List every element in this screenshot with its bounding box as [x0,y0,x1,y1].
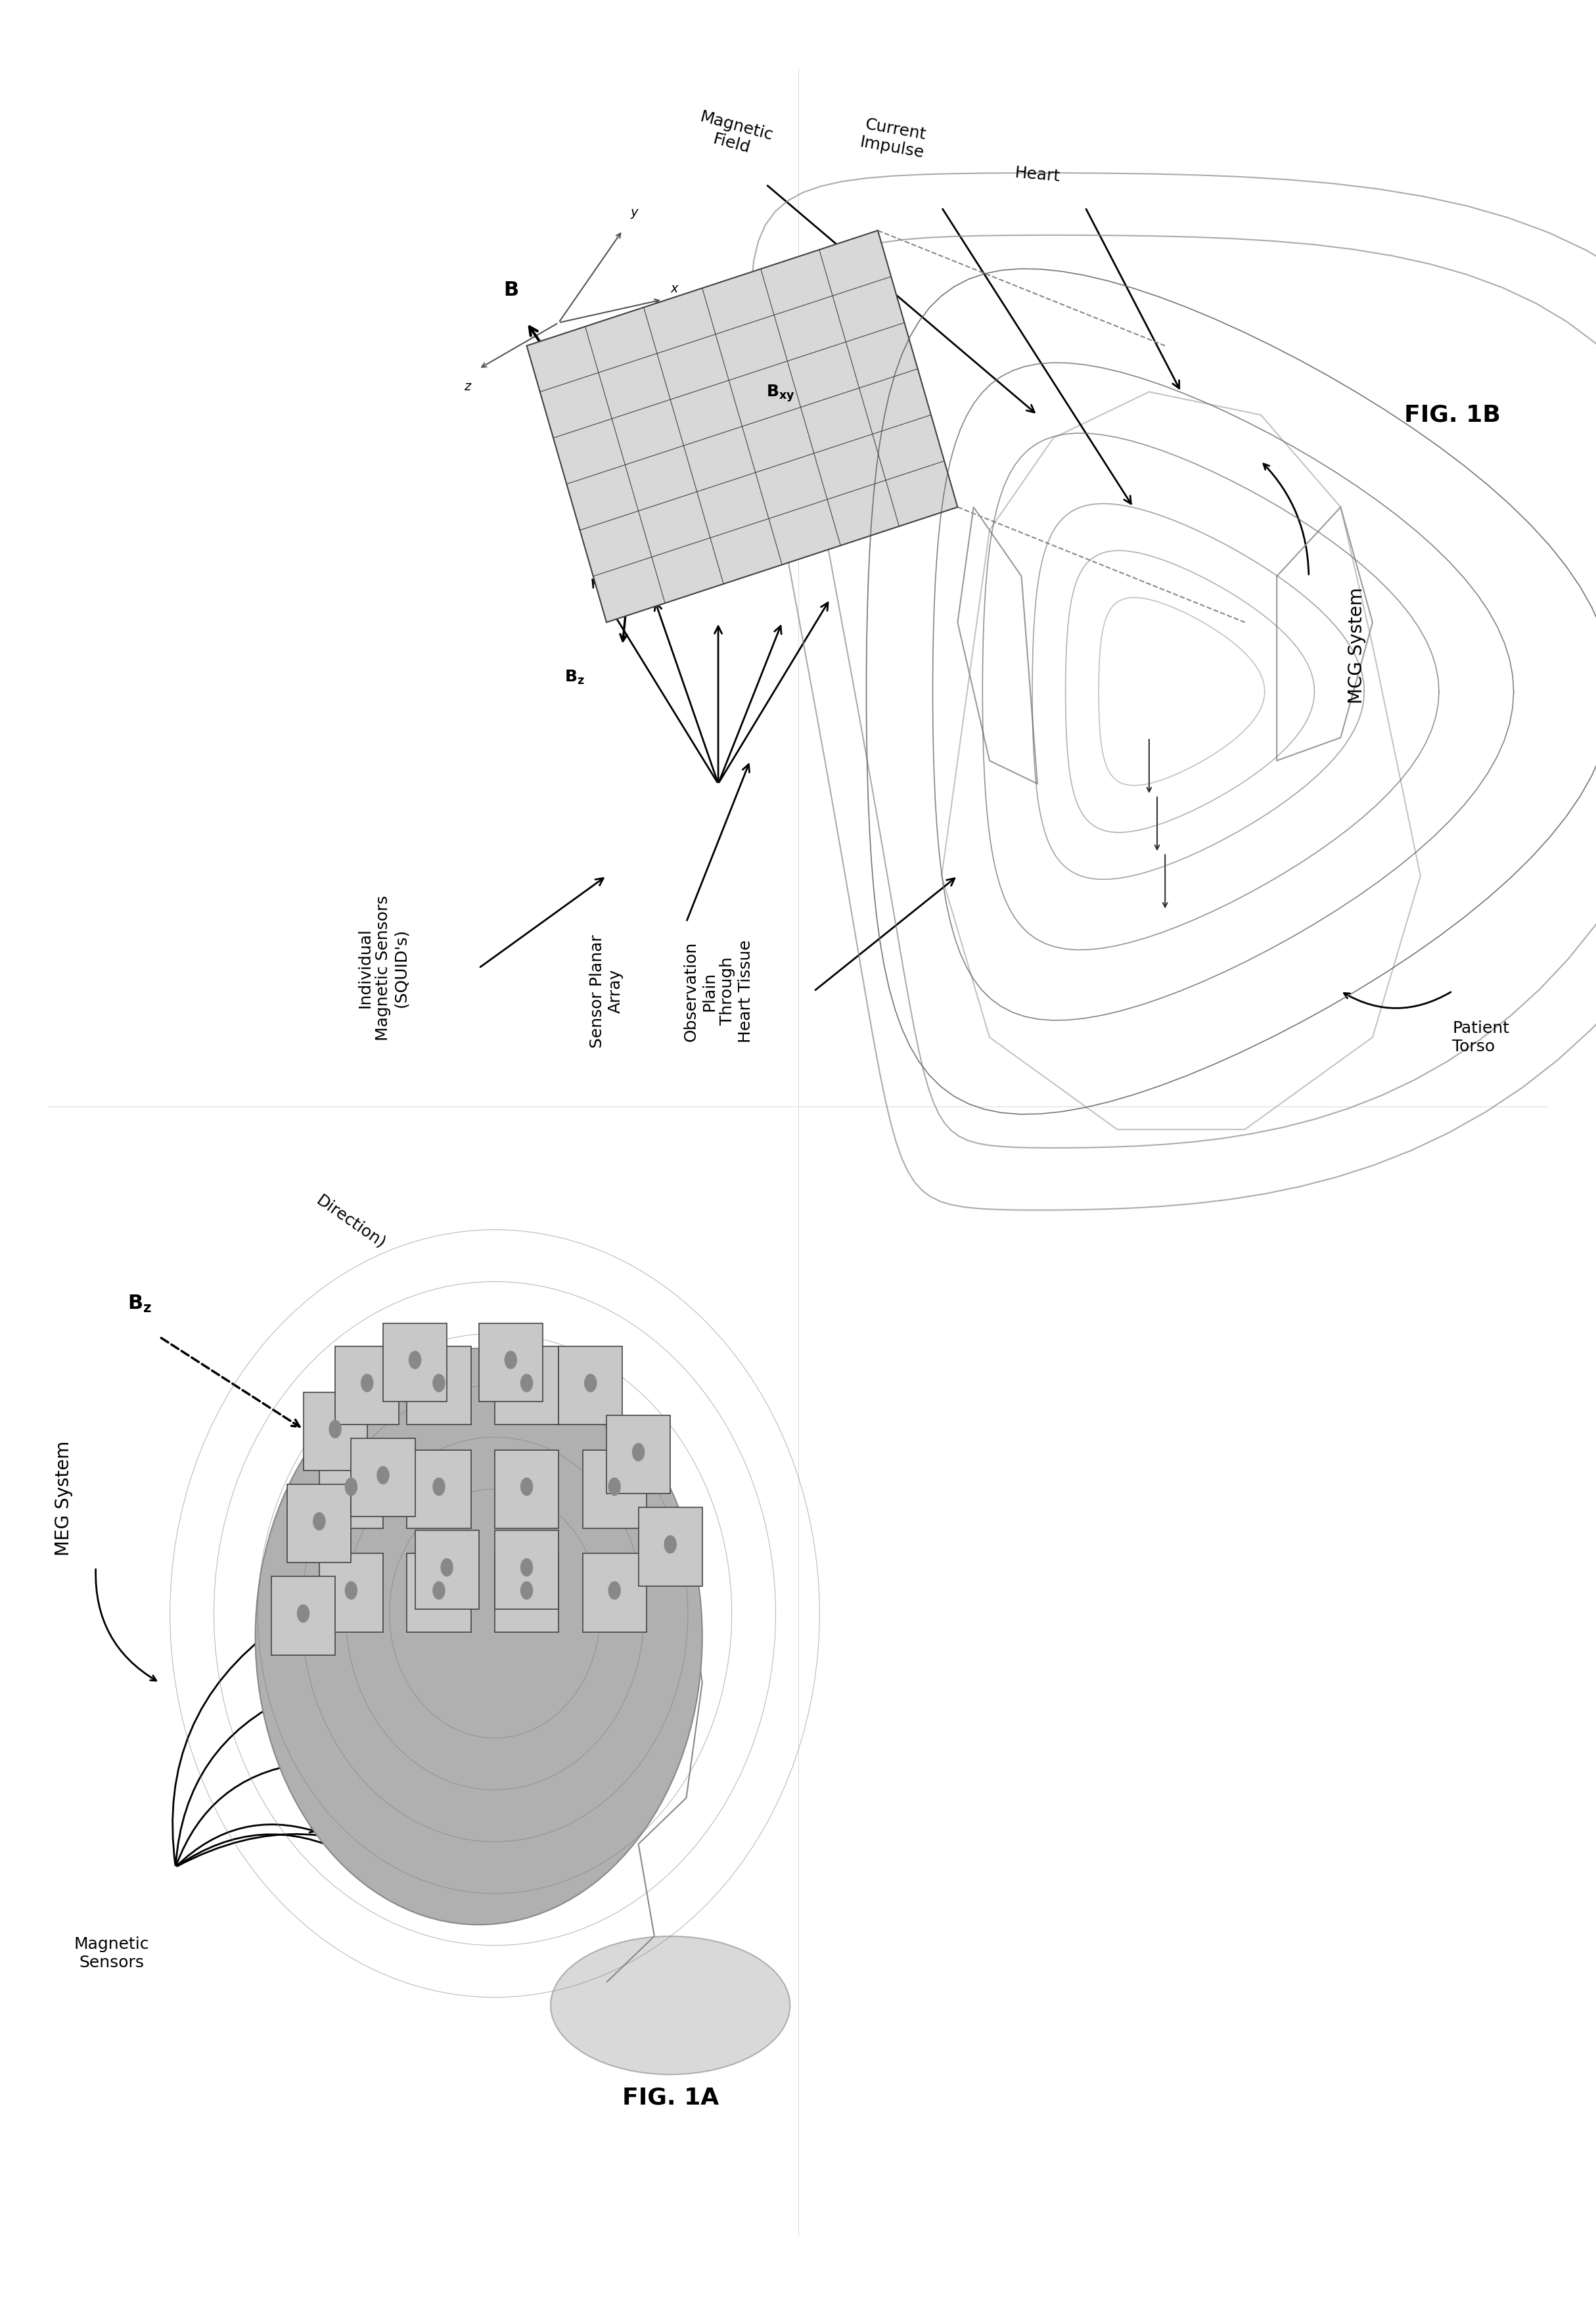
Ellipse shape [551,1936,790,2074]
Circle shape [440,1558,453,1577]
Text: $\mathbf{B_z}$: $\mathbf{B_z}$ [128,1293,152,1314]
Circle shape [608,1581,621,1600]
Text: $\mathbf{B_{xy}}$: $\mathbf{B_{xy}}$ [766,383,795,403]
FancyBboxPatch shape [495,1450,559,1528]
Circle shape [433,1478,445,1496]
FancyBboxPatch shape [335,1346,399,1424]
Circle shape [520,1558,533,1577]
Text: Direction): Direction) [313,1192,389,1252]
Circle shape [608,1478,621,1496]
Circle shape [520,1478,533,1496]
FancyBboxPatch shape [495,1554,559,1632]
Text: FIG. 1A: FIG. 1A [622,2086,718,2109]
Text: z: z [464,380,471,392]
FancyBboxPatch shape [407,1450,471,1528]
FancyBboxPatch shape [351,1438,415,1517]
FancyBboxPatch shape [287,1484,351,1563]
Circle shape [433,1581,445,1600]
FancyBboxPatch shape [638,1507,702,1586]
Text: FIG. 1B: FIG. 1B [1404,403,1500,426]
Text: Sensor Planar
Array: Sensor Planar Array [589,934,624,1049]
Circle shape [377,1466,389,1484]
Circle shape [433,1374,445,1392]
FancyBboxPatch shape [495,1531,559,1609]
Circle shape [345,1478,358,1496]
Circle shape [313,1512,326,1531]
FancyBboxPatch shape [583,1554,646,1632]
Text: Patient
Torso: Patient Torso [1452,1021,1510,1053]
Circle shape [664,1535,677,1554]
Text: Individual
Magnetic Sensors
(SQUID's): Individual Magnetic Sensors (SQUID's) [358,894,409,1042]
FancyBboxPatch shape [495,1346,559,1424]
FancyBboxPatch shape [559,1346,622,1424]
Text: Heart: Heart [1013,164,1061,184]
Circle shape [632,1443,645,1461]
Circle shape [297,1604,310,1623]
FancyBboxPatch shape [407,1554,471,1632]
Circle shape [361,1374,373,1392]
Polygon shape [527,230,958,622]
Circle shape [329,1420,342,1438]
Text: MCG System: MCG System [1347,588,1366,703]
FancyBboxPatch shape [319,1450,383,1528]
FancyBboxPatch shape [583,1450,646,1528]
FancyBboxPatch shape [415,1531,479,1609]
Text: x: x [670,284,678,295]
Circle shape [504,1351,517,1369]
Text: Magnetic
Sensors: Magnetic Sensors [73,1936,150,1971]
FancyBboxPatch shape [479,1323,543,1401]
Circle shape [584,1374,597,1392]
FancyBboxPatch shape [383,1323,447,1401]
Circle shape [345,1581,358,1600]
Text: $\mathbf{B_z}$: $\mathbf{B_z}$ [565,668,584,685]
Circle shape [520,1581,533,1600]
Text: Current
Impulse: Current Impulse [859,118,929,161]
Text: y: y [630,207,638,219]
FancyBboxPatch shape [319,1554,383,1632]
FancyBboxPatch shape [407,1346,471,1424]
Text: Observation
Plain
Through
Heart Tissue: Observation Plain Through Heart Tissue [683,940,753,1042]
Text: MEG System: MEG System [54,1441,73,1556]
FancyBboxPatch shape [606,1415,670,1494]
Circle shape [409,1351,421,1369]
FancyBboxPatch shape [303,1392,367,1471]
Text: $\mathbf{B}$: $\mathbf{B}$ [503,281,519,300]
Circle shape [520,1374,533,1392]
Ellipse shape [255,1348,702,1925]
Text: Magnetic
Field: Magnetic Field [693,108,776,161]
FancyBboxPatch shape [271,1577,335,1655]
